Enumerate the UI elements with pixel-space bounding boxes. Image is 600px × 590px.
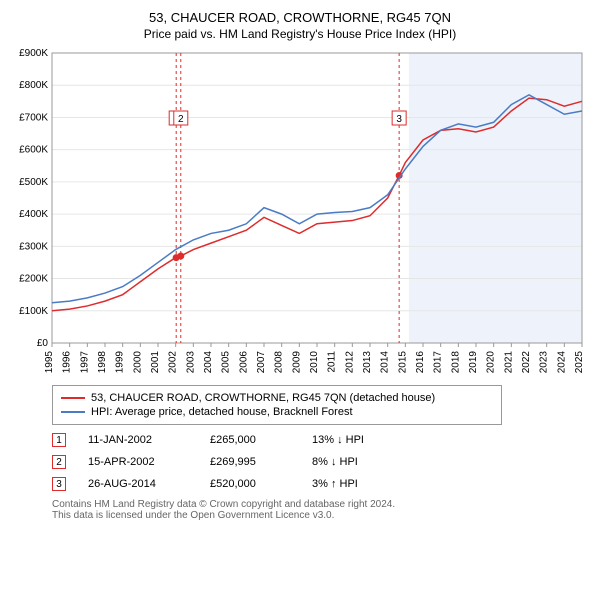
transaction-diff: 8% ↓ HPI bbox=[312, 456, 412, 468]
svg-text:2000: 2000 bbox=[132, 351, 143, 374]
transaction-price: £269,995 bbox=[210, 456, 290, 468]
svg-text:2010: 2010 bbox=[309, 351, 320, 374]
svg-text:1996: 1996 bbox=[62, 351, 73, 374]
svg-text:2001: 2001 bbox=[150, 351, 161, 374]
transaction-price: £520,000 bbox=[210, 478, 290, 490]
legend-label-2: HPI: Average price, detached house, Brac… bbox=[91, 406, 353, 418]
transaction-diff: 13% ↓ HPI bbox=[312, 434, 412, 446]
svg-text:2018: 2018 bbox=[450, 351, 461, 374]
svg-text:2022: 2022 bbox=[521, 351, 532, 374]
svg-text:2014: 2014 bbox=[380, 351, 391, 374]
footer-line2: This data is licensed under the Open Gov… bbox=[52, 510, 552, 521]
svg-text:1995: 1995 bbox=[44, 351, 55, 374]
transaction-diff: 3% ↑ HPI bbox=[312, 478, 412, 490]
transaction-date: 26-AUG-2014 bbox=[88, 478, 188, 490]
svg-text:2017: 2017 bbox=[433, 351, 444, 374]
svg-text:2019: 2019 bbox=[468, 351, 479, 374]
svg-text:2006: 2006 bbox=[238, 351, 249, 374]
line-chart: £0 £100K £200K £300K £400K £500K £600K £700K £80… bbox=[10, 49, 590, 379]
legend: 53, CHAUCER ROAD, CROWTHORNE, RG45 7QN (… bbox=[52, 385, 502, 425]
table-row: 1 11-JAN-2002 £265,000 13% ↓ HPI bbox=[52, 433, 590, 447]
svg-text:£200K: £200K bbox=[19, 274, 48, 285]
svg-text:2007: 2007 bbox=[256, 351, 267, 374]
svg-text:2: 2 bbox=[178, 114, 184, 125]
svg-text:2008: 2008 bbox=[274, 351, 285, 374]
svg-text:2015: 2015 bbox=[397, 351, 408, 374]
svg-text:2025: 2025 bbox=[574, 351, 585, 374]
transaction-marker: 1 bbox=[52, 433, 66, 447]
svg-text:£100K: £100K bbox=[19, 306, 48, 317]
svg-text:1999: 1999 bbox=[115, 351, 126, 374]
legend-swatch-2 bbox=[61, 411, 85, 413]
svg-text:2012: 2012 bbox=[344, 351, 355, 374]
svg-text:2023: 2023 bbox=[539, 351, 550, 374]
legend-row-1: 53, CHAUCER ROAD, CROWTHORNE, RG45 7QN (… bbox=[61, 392, 493, 404]
table-row: 2 15-APR-2002 £269,995 8% ↓ HPI bbox=[52, 455, 590, 469]
transactions-table: 1 11-JAN-2002 £265,000 13% ↓ HPI 2 15-APR-200… bbox=[52, 433, 590, 491]
svg-text:2005: 2005 bbox=[221, 351, 232, 374]
chart-subtitle: Price paid vs. HM Land Registry's House … bbox=[10, 27, 590, 41]
svg-text:£800K: £800K bbox=[19, 80, 48, 91]
svg-text:2024: 2024 bbox=[556, 351, 567, 374]
svg-text:2021: 2021 bbox=[503, 351, 514, 374]
table-row: 3 26-AUG-2014 £520,000 3% ↑ HPI bbox=[52, 477, 590, 491]
svg-text:£600K: £600K bbox=[19, 145, 48, 156]
svg-text:2013: 2013 bbox=[362, 351, 373, 374]
svg-text:£300K: £300K bbox=[19, 241, 48, 252]
transaction-marker: 3 bbox=[52, 477, 66, 491]
svg-text:2002: 2002 bbox=[168, 351, 179, 374]
svg-text:2003: 2003 bbox=[185, 351, 196, 374]
svg-text:£500K: £500K bbox=[19, 177, 48, 188]
svg-text:2016: 2016 bbox=[415, 351, 426, 374]
svg-text:£0: £0 bbox=[37, 338, 49, 349]
svg-text:£700K: £700K bbox=[19, 112, 48, 123]
svg-text:£900K: £900K bbox=[19, 49, 48, 59]
transaction-date: 11-JAN-2002 bbox=[88, 434, 188, 446]
svg-text:1998: 1998 bbox=[97, 351, 108, 374]
transaction-marker: 2 bbox=[52, 455, 66, 469]
svg-text:1997: 1997 bbox=[79, 351, 90, 374]
transaction-price: £265,000 bbox=[210, 434, 290, 446]
svg-text:£400K: £400K bbox=[19, 209, 48, 220]
svg-text:2009: 2009 bbox=[291, 351, 302, 374]
footer: Contains HM Land Registry data © Crown c… bbox=[52, 499, 552, 521]
chart-title: 53, CHAUCER ROAD, CROWTHORNE, RG45 7QN bbox=[10, 10, 590, 25]
svg-text:2020: 2020 bbox=[486, 351, 497, 374]
chart-area: £0 £100K £200K £300K £400K £500K £600K £700K £80… bbox=[10, 49, 590, 379]
legend-swatch-1 bbox=[61, 397, 85, 399]
svg-text:2011: 2011 bbox=[327, 351, 338, 373]
transaction-date: 15-APR-2002 bbox=[88, 456, 188, 468]
svg-text:2004: 2004 bbox=[203, 351, 214, 374]
footer-line1: Contains HM Land Registry data © Crown c… bbox=[52, 499, 552, 510]
legend-row-2: HPI: Average price, detached house, Brac… bbox=[61, 406, 493, 418]
svg-text:3: 3 bbox=[396, 114, 402, 125]
legend-label-1: 53, CHAUCER ROAD, CROWTHORNE, RG45 7QN (… bbox=[91, 392, 435, 404]
